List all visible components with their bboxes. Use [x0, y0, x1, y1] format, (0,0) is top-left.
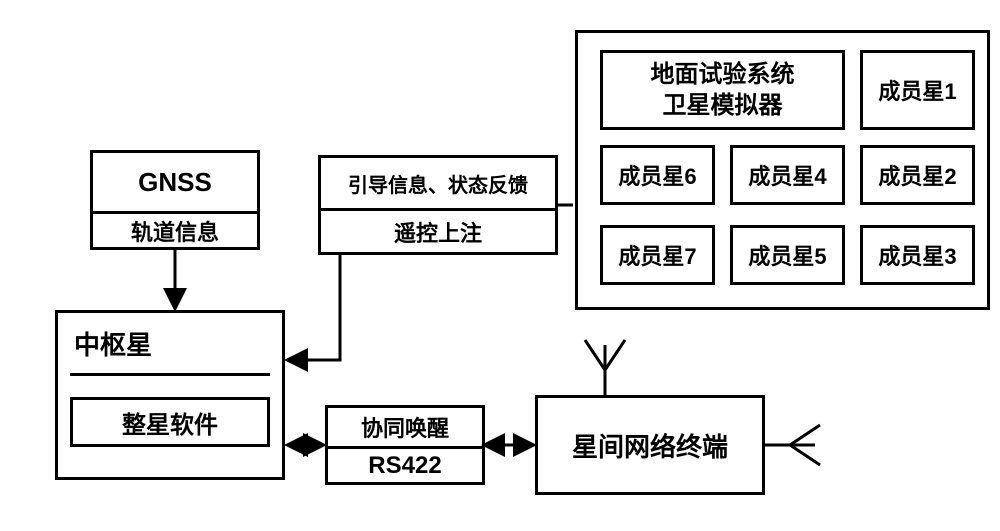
gnss-block: GNSS 轨道信息	[90, 150, 260, 250]
gnss-title: GNSS	[93, 153, 257, 211]
sim-header-1: 地面试验系统	[651, 59, 795, 90]
member-1: 成员星1	[860, 50, 975, 130]
sim-header-2: 卫星模拟器	[651, 90, 795, 121]
member-5-label: 成员星5	[748, 239, 826, 271]
member-2-label: 成员星2	[878, 159, 956, 191]
member-4: 成员星4	[730, 145, 845, 205]
member-2: 成员星2	[860, 145, 975, 205]
hub-title: 中枢星	[58, 313, 282, 373]
member-1-label: 成员星1	[878, 74, 956, 106]
guide-line2: 遥控上注	[321, 208, 555, 252]
hub-divider	[70, 373, 270, 377]
member-5: 成员星5	[730, 225, 845, 285]
rs-link-box: 协同唤醒 RS422	[325, 405, 485, 485]
member-3: 成员星3	[860, 225, 975, 285]
member-7: 成员星7	[600, 225, 715, 285]
member-7-label: 成员星7	[618, 239, 696, 271]
member-6: 成员星6	[600, 145, 715, 205]
guide-line1: 引导信息、状态反馈	[321, 158, 555, 208]
terminal-label: 星间网络终端	[572, 427, 728, 464]
simulator-container: 地面试验系统 卫星模拟器 成员星1 成员星6 成员星4 成员星2 成员星7 成员…	[575, 30, 990, 310]
terminal-block: 星间网络终端	[535, 395, 765, 495]
gnss-sub: 轨道信息	[93, 211, 257, 247]
sim-header: 地面试验系统 卫星模拟器	[600, 50, 845, 130]
member-3-label: 成员星3	[878, 239, 956, 271]
rs-line2: RS422	[328, 446, 482, 482]
hub-block: 中枢星 整星软件	[55, 310, 285, 480]
member-4-label: 成员星4	[748, 159, 826, 191]
hub-sub: 整星软件	[70, 397, 270, 447]
guide-link-box: 引导信息、状态反馈 遥控上注	[318, 155, 558, 255]
rs-line1: 协同唤醒	[328, 408, 482, 446]
member-6-label: 成员星6	[618, 159, 696, 191]
